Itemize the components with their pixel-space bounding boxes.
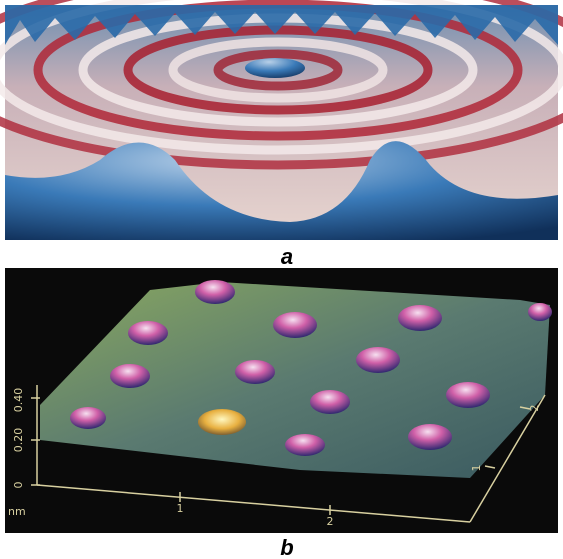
figure: a <box>0 0 563 559</box>
panel-label: a <box>281 244 293 269</box>
z-tick-label: 0 <box>12 482 25 489</box>
panel-label: b <box>280 535 293 559</box>
page: a <box>0 0 563 559</box>
z-tick-label: 0.40 <box>12 388 25 413</box>
y-tick-label: 2 <box>528 405 541 412</box>
x-tick-label: 2 <box>327 515 334 528</box>
z-tick-label: 0.20 <box>12 428 25 453</box>
y-tick-label: 1 <box>470 465 483 472</box>
panel-a-image <box>0 0 563 240</box>
axis-unit: nm <box>8 505 26 518</box>
panel-b-image: 0.40 0.20 0 nm 1 2 1 2 <box>5 268 558 533</box>
x-tick-label: 1 <box>177 502 184 515</box>
